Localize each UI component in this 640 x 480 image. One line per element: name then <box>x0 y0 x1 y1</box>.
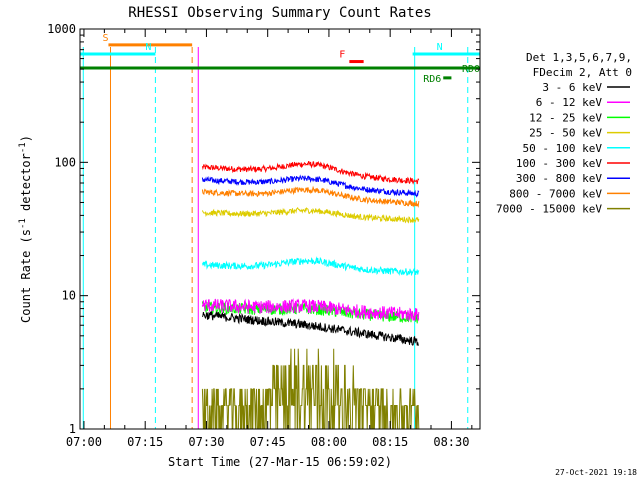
x-axis-label: Start Time (27-Mar-15 06:59:02) <box>168 455 392 469</box>
legend-header: Det 1,3,5,6,7,9, <box>526 51 632 64</box>
x-axis: 07:00 07:15 07:30 07:45 08:00 08:15 08:30 <box>66 29 473 449</box>
data-series <box>201 160 420 430</box>
series-line <box>201 256 420 277</box>
plot-frame <box>79 28 481 430</box>
legend: Det 1,3,5,6,7,9, FDecim 2, Att 0 3 - 6 k… <box>496 51 632 216</box>
legend-entry-label: 12 - 25 keV <box>529 111 602 124</box>
legend-entry-label: 7000 - 15000 keV <box>496 203 602 216</box>
legend-entry-label: 3 - 6 keV <box>542 81 602 94</box>
flag-label: RD0 <box>462 64 480 75</box>
y-axis-label-part: ) <box>19 135 33 142</box>
legend-entry-label: 100 - 300 keV <box>516 157 602 170</box>
footer-date: 27-Oct-2021 19:18 <box>555 468 637 477</box>
flag-label: S <box>102 33 108 44</box>
x-tick-label: 07:00 <box>66 435 102 449</box>
x-tick-label: 07:45 <box>250 435 286 449</box>
y-axis: 1 10 100 1000 <box>47 22 480 436</box>
x-tick-label: 08:00 <box>311 435 347 449</box>
series-line <box>201 185 420 208</box>
x-tick-label: 08:15 <box>372 435 408 449</box>
x-tick-label: 08:30 <box>433 435 469 449</box>
y-axis-label-part: detector <box>19 153 33 218</box>
y-axis-label: Count Rate (s-1 detector-1) <box>18 135 33 323</box>
legend-entry-label: 300 - 800 keV <box>516 172 602 185</box>
y-tick-label: 10 <box>62 289 76 303</box>
series-line <box>201 174 420 198</box>
chart-title: RHESSI Observing Summary Count Rates <box>128 5 431 21</box>
flag-label: F <box>339 50 345 61</box>
series-line <box>201 160 420 185</box>
flag-label: N <box>145 42 151 53</box>
y-axis-label-part: Count Rate (s <box>19 229 33 323</box>
legend-entry-label: 50 - 100 keV <box>523 142 603 155</box>
y-tick-label: 100 <box>54 155 76 169</box>
flag-label: RD6 <box>423 74 441 85</box>
flag-label: N <box>437 42 443 53</box>
x-tick-label: 07:15 <box>127 435 163 449</box>
legend-header: FDecim 2, Att 0 <box>533 66 632 79</box>
legend-entry-label: 800 - 7000 keV <box>509 187 602 200</box>
x-tick-label: 07:30 <box>188 435 224 449</box>
flag-bars: S N N F RD0 RD6 <box>80 33 480 85</box>
y-axis-label-exponent: -1 <box>18 218 28 229</box>
series-line <box>201 206 420 224</box>
y-tick-label: 1000 <box>47 22 76 36</box>
y-axis-label-exponent: -1 <box>18 142 28 153</box>
legend-entry-label: 6 - 12 keV <box>536 96 603 109</box>
legend-entry-label: 25 - 50 keV <box>529 127 602 140</box>
y-tick-label: 1 <box>69 422 76 436</box>
series-line <box>201 311 419 346</box>
series-line <box>201 298 420 323</box>
